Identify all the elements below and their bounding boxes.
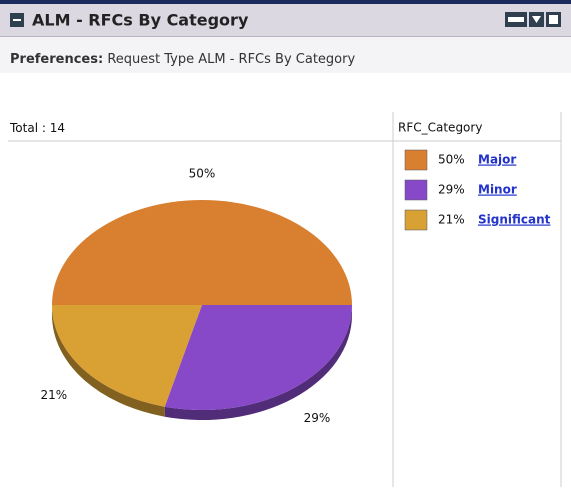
legend-percent: 50%	[438, 153, 465, 167]
legend-swatch	[404, 209, 428, 231]
header-bar	[0, 4, 571, 36]
slice-label: 29%	[304, 411, 331, 425]
slice-label: 21%	[41, 388, 68, 402]
collapse-icon-bar	[13, 19, 21, 21]
pie: 50% 29% 21%	[41, 166, 352, 425]
total-value: 14	[50, 121, 65, 135]
legend-title: RFC_Category	[398, 121, 482, 135]
legend-percent: 21%	[438, 213, 465, 227]
legend-swatch	[404, 179, 428, 201]
total: Total : 14	[9, 121, 65, 135]
edit-icon-inner	[508, 17, 524, 22]
menu-icon-arrow	[532, 16, 541, 23]
legend-link[interactable]: Significant	[478, 213, 551, 227]
preferences-text: Request Type ALM - RFCs By Category	[107, 52, 355, 67]
preferences: Preferences: Request Type ALM - RFCs By …	[10, 52, 355, 67]
legend: 50% Major 29% Minor 21% Significant	[404, 149, 551, 231]
pie-slice	[164, 305, 352, 410]
legend-swatch	[404, 149, 428, 171]
preferences-label: Preferences:	[10, 52, 103, 67]
preferences-bar	[0, 37, 571, 73]
maximize-icon-inner	[549, 15, 558, 24]
pie-slice	[52, 305, 202, 407]
legend-link[interactable]: Minor	[478, 183, 517, 197]
legend-link[interactable]: Major	[478, 153, 516, 167]
legend-percent: 29%	[438, 183, 465, 197]
slice-label: 50%	[189, 166, 216, 180]
top-border	[0, 0, 571, 4]
portlet-title: ALM - RFCs By Category	[32, 11, 249, 30]
pie-slice	[52, 200, 352, 305]
total-label: Total :	[9, 121, 46, 135]
header-separator	[0, 36, 571, 37]
pie-side	[52, 305, 165, 417]
